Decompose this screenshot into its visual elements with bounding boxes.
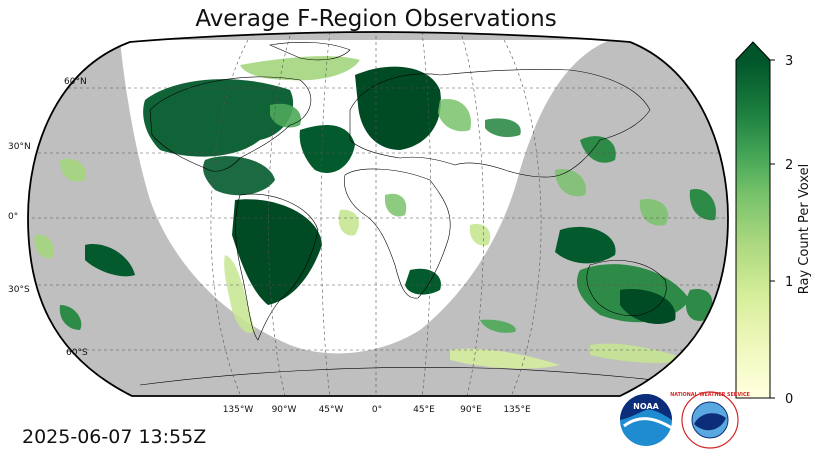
nws-logo: NATIONAL WEATHER SERVICE [670,391,750,449]
coast-antarctica [139,367,701,386]
lon-label-135w: 135°W [223,405,254,415]
coast-australia [586,260,667,316]
patch-north-america [143,79,294,157]
lat-labels: 60°N 30°N 0° 30°S 60°S [8,77,88,358]
patch-australia-south [620,289,676,325]
patch-hawaii [60,158,86,182]
colorbar-label-1: 1 [785,275,793,290]
patch-east-africa [469,223,491,246]
lon-label-90w: 90°W [272,405,297,415]
lon-line-135e [503,39,542,395]
patch-antarctic-pacific [590,343,690,363]
lon-label-0: 0° [372,405,382,415]
lon-label-45e: 45°E [413,405,435,415]
patch-china-south [555,169,586,197]
patch-pacific-south [59,305,82,330]
patch-east-asia [580,136,616,163]
lon-labels: 135°W 90°W 45°W 0° 45°E 90°E 135°E [223,405,531,415]
patch-south-america [232,199,322,305]
lon-label-45w: 45°W [319,405,344,415]
patch-central-america [203,156,275,196]
patch-new-zealand [685,289,713,321]
patch-south-america-south [224,255,255,334]
noaa-logo-text: NOAA [633,402,659,411]
colorbar-label-0: 0 [785,392,793,407]
lon-line-90e [461,35,484,396]
lat-label-60s: 60°S [66,348,88,358]
lon-label-135e: 135°E [503,405,531,415]
noaa-logo-bird [623,417,673,430]
colorbar-label-2: 2 [785,158,793,173]
nws-logo-text: NATIONAL WEATHER SERVICE [670,392,750,398]
coast-north-america [149,76,312,172]
patch-south-africa [405,268,441,295]
patch-us-east [270,103,301,128]
noaa-logo: NOAA [620,394,673,446]
patch-pacific-east [689,189,716,221]
patch-west-africa [385,193,407,217]
map-globe [28,32,728,396]
graticule [28,32,728,396]
lon-line-135w [210,39,249,395]
patch-pacific-far-west [34,234,54,259]
noaa-logo-top [620,394,672,420]
patch-central-asia [485,118,521,138]
lat-label-30n: 30°N [8,142,31,152]
nws-logo-cloud [694,413,726,431]
lat-label-30s: 30°S [8,285,30,295]
patch-russia-west [438,99,471,132]
patch-europe [355,66,441,150]
colorbar-gradient [736,60,770,398]
patch-north-atlantic [299,125,355,173]
colorbar-title: Ray Count Per Voxel [797,164,812,294]
coast-greenland [268,41,351,61]
lon-line-90w [268,35,291,396]
colorbar-extend-arrow [736,42,770,60]
lat-label-0: 0° [8,212,18,222]
patch-south-atlantic [338,209,360,236]
lat-label-60n: 60°N [64,77,87,87]
patch-canada-north [240,56,360,81]
patch-indonesia [555,226,616,264]
lon-label-90e: 90°E [460,405,482,415]
observation-patches [34,56,716,369]
colorbar-label-3: 3 [785,54,793,69]
lon-line-45e [421,32,432,396]
patch-southern-ocean [450,348,560,369]
colorbar: 0 1 2 3 Ray Count Per Voxel [735,41,812,407]
colorbar-outline [735,41,771,399]
lon-line-45w [320,32,331,396]
timestamp: 2025-06-07 13:55Z [22,426,207,448]
globe-outline [27,31,729,397]
chart-title: Average F-Region Observations [195,6,557,32]
coast-eurasia [349,69,651,178]
coast-africa [344,168,451,299]
patch-philippines [639,199,669,226]
patch-pacific-west [85,244,135,277]
patch-indian-ocean [480,319,516,333]
